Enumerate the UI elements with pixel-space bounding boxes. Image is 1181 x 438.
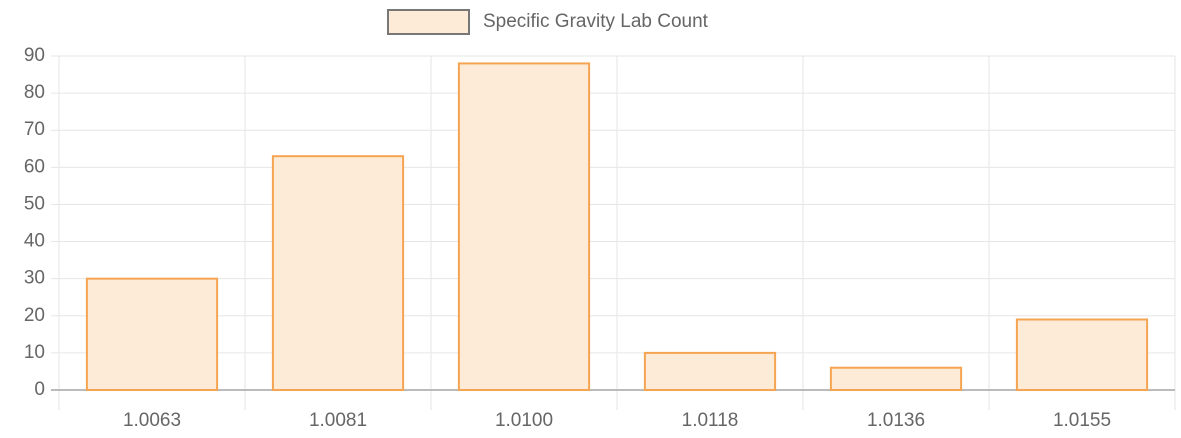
- x-tick-label: 1.0100: [495, 410, 553, 431]
- bar: [1015, 318, 1149, 391]
- y-tick-label: 90: [24, 45, 45, 66]
- y-tick-label: 20: [24, 305, 45, 326]
- bar: [271, 155, 405, 391]
- bar: [829, 366, 963, 392]
- bar: [643, 351, 777, 391]
- legend-label: Specific Gravity Lab Count: [483, 11, 709, 32]
- y-tick-label: 50: [24, 193, 45, 214]
- x-tick-label: 1.0063: [123, 410, 181, 431]
- y-tick-label: 30: [24, 268, 45, 289]
- bar: [85, 277, 219, 391]
- x-tick-label: 1.0155: [1053, 410, 1111, 431]
- y-tick-label: 0: [34, 379, 45, 400]
- y-tick-label: 70: [24, 119, 45, 140]
- x-tick-label: 1.0136: [867, 410, 925, 431]
- y-tick-label: 80: [24, 82, 45, 103]
- y-tick-label: 40: [24, 231, 45, 252]
- legend-swatch: [387, 9, 470, 35]
- x-tick-label: 1.0081: [309, 410, 367, 431]
- bar: [457, 62, 591, 392]
- y-tick-label: 60: [24, 156, 45, 177]
- x-tick-label: 1.0118: [682, 410, 739, 431]
- y-tick-label: 10: [24, 342, 45, 363]
